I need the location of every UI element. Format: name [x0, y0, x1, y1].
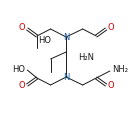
Text: O: O: [108, 23, 115, 32]
Text: O: O: [108, 81, 115, 91]
Text: N: N: [63, 32, 69, 41]
Text: H₂N: H₂N: [78, 53, 94, 62]
Text: HO: HO: [38, 36, 51, 45]
Text: O: O: [19, 81, 25, 91]
Text: N: N: [63, 72, 69, 81]
Text: HO: HO: [12, 65, 25, 74]
Text: O: O: [19, 23, 25, 32]
Text: NH₂: NH₂: [112, 65, 128, 74]
